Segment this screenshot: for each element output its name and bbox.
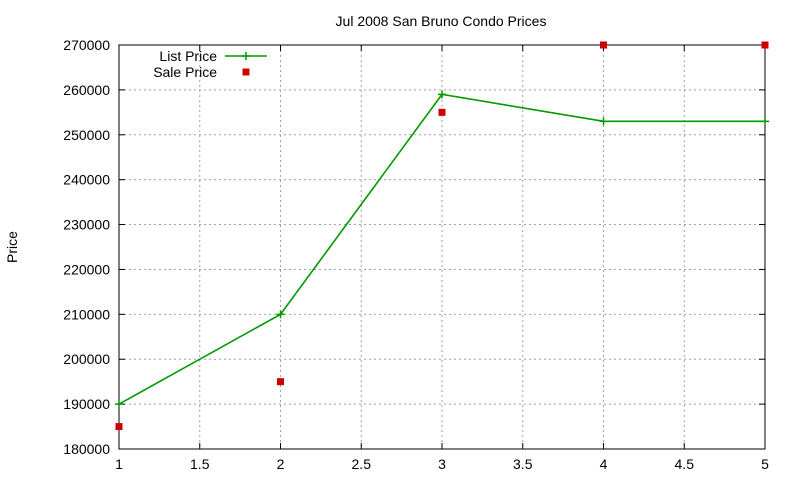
y-tick-label: 270000	[63, 37, 110, 53]
x-tick-label: 1.5	[190, 456, 210, 472]
y-tick-label: 210000	[63, 306, 110, 322]
series-2	[115, 41, 769, 431]
data-point	[276, 310, 285, 319]
data-point	[761, 117, 769, 126]
y-tick-label: 180000	[63, 441, 110, 457]
grid-layer	[119, 45, 765, 449]
x-tick-label: 4.5	[675, 456, 695, 472]
y-tick-label: 260000	[63, 82, 110, 98]
x-tick-label: 2.5	[352, 456, 372, 472]
legend-label: List Price	[159, 48, 217, 64]
legend-item: Sale Price	[153, 64, 250, 80]
data-point	[600, 41, 607, 49]
legend-item: List Price	[159, 48, 267, 64]
legend-marker	[242, 52, 250, 60]
series-1	[115, 90, 769, 409]
x-tick-label: 4	[600, 456, 608, 472]
data-point	[599, 117, 608, 126]
y-tick-label: 200000	[63, 351, 110, 367]
legend-label: Sale Price	[153, 64, 217, 80]
y-tick-label: 250000	[63, 127, 110, 143]
y-tick-label: 240000	[63, 172, 110, 188]
x-tick-label: 3.5	[513, 456, 533, 472]
data-point	[438, 108, 446, 116]
x-tick-label: 2	[277, 456, 285, 472]
legend-marker	[242, 68, 250, 76]
series-layer	[115, 41, 769, 431]
data-point	[115, 423, 123, 431]
y-axis-label: Price	[4, 231, 20, 263]
y-tick-label: 230000	[63, 217, 110, 233]
x-tick-label: 5	[761, 456, 769, 472]
tick-layer: 180000 190000 200000 210000 220000 230000 2400…	[63, 37, 769, 472]
y-tick-label: 220000	[63, 261, 110, 277]
x-tick-label: 1	[115, 456, 123, 472]
x-tick-label: 3	[438, 456, 446, 472]
data-point	[277, 378, 284, 386]
data-point	[115, 400, 123, 409]
data-point	[438, 90, 446, 99]
y-tick-label: 190000	[63, 396, 110, 412]
data-point	[761, 41, 769, 49]
chart-title: Jul 2008 San Bruno Condo Prices	[336, 13, 547, 29]
